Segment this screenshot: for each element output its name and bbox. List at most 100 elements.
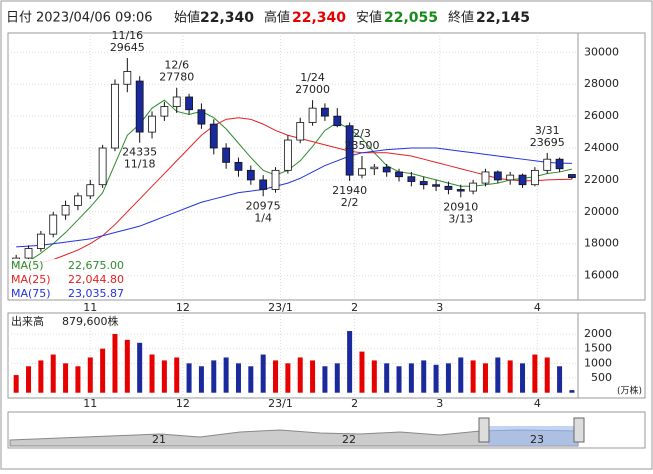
candle-body — [172, 96, 181, 107]
candle-body — [506, 174, 515, 181]
legend-value: 22,044.80 — [68, 273, 124, 286]
close: 22,145 — [476, 10, 530, 26]
volume-bar — [38, 360, 44, 393]
annotation-price: 24335 — [122, 146, 157, 159]
volume-bar — [13, 375, 19, 393]
candle-body — [382, 166, 391, 173]
navigator-handle[interactable] — [573, 417, 585, 443]
volume-bar — [557, 366, 563, 393]
annotation-price: 29645 — [110, 41, 145, 54]
volume-bar — [297, 357, 303, 393]
volume-bar — [445, 363, 451, 393]
candle-body — [283, 139, 292, 171]
candle-body — [456, 189, 465, 192]
annotation-price: 23695 — [530, 136, 565, 149]
ma-line — [16, 117, 572, 269]
candle-body — [407, 176, 416, 182]
legend-value: 22,675.00 — [68, 259, 124, 272]
y-tick-label: 2000 — [584, 327, 612, 340]
y-tick-label: 22000 — [584, 173, 619, 186]
annotation-price: 20910 — [443, 200, 478, 213]
legend-label: MA(75) — [11, 287, 51, 300]
y-tick-label: 18000 — [584, 237, 619, 250]
low: 22,055 — [384, 10, 438, 26]
candle-body — [185, 96, 193, 111]
candle-body — [36, 233, 45, 249]
y-tick-label: 16000 — [584, 269, 619, 282]
volume-bar — [285, 363, 291, 393]
annotation-date: 11/16 — [111, 29, 143, 42]
volume-bar — [384, 363, 390, 393]
navigator-window[interactable] — [488, 426, 578, 446]
navigator-label: 23 — [530, 433, 544, 446]
candle-body — [308, 107, 317, 123]
x-tick-label: 2 — [351, 397, 358, 410]
candle-body — [49, 214, 58, 235]
annotation-price: 27000 — [295, 83, 330, 96]
x-tick-label: 23/1 — [268, 301, 293, 314]
volume-bar — [458, 357, 464, 393]
annotation-date: 2/3 — [353, 127, 371, 140]
candle-body — [259, 179, 268, 190]
volume-bar — [310, 360, 316, 393]
candle-body — [234, 161, 243, 171]
x-tick-label: 2 — [351, 301, 358, 314]
volume-bar — [248, 366, 254, 393]
candle-body — [74, 195, 82, 206]
volume-bar — [75, 366, 81, 393]
close-label: 終値 — [448, 10, 474, 26]
navigator-label: 22 — [342, 433, 356, 446]
annotation-date: 2/2 — [341, 196, 359, 209]
x-tick-label: 11 — [83, 397, 97, 410]
annotation-price: 23500 — [344, 139, 379, 152]
ma-line — [15, 99, 573, 267]
x-tick-label: 11 — [83, 301, 97, 314]
x-tick-label: 23/1 — [268, 397, 293, 410]
candle-body — [123, 71, 132, 85]
x-tick-label: 3 — [436, 397, 443, 410]
candle-body — [246, 169, 255, 181]
high-label: 高値 — [264, 10, 290, 26]
volume-unit: (万株) — [617, 385, 642, 397]
x-tick-label: 3 — [436, 301, 443, 314]
open: 22,340 — [200, 10, 254, 26]
candle-body — [148, 115, 156, 133]
volume-bar — [235, 363, 241, 393]
volume-bar — [137, 342, 143, 393]
legend-label: MA(25) — [11, 273, 51, 286]
low-label: 安値 — [356, 10, 382, 26]
volume-bar — [149, 354, 155, 393]
volume-bar — [186, 363, 192, 393]
navigator-handle[interactable] — [478, 417, 490, 443]
volume-value: 879,600株 — [62, 314, 119, 328]
candle-body — [111, 83, 119, 149]
candle-body — [321, 107, 329, 117]
y-tick-label: 1000 — [584, 356, 612, 369]
x-tick-label: 4 — [534, 397, 541, 410]
volume-bar — [470, 360, 476, 393]
y-tick-label: 30000 — [584, 45, 619, 58]
candle-body — [271, 169, 280, 190]
volume-bar — [63, 363, 69, 393]
volume-bar — [260, 354, 266, 393]
volume-bar — [322, 366, 328, 393]
candle-body — [345, 125, 354, 176]
candle-body — [568, 174, 576, 179]
volume-bar — [161, 360, 167, 393]
date-label: 日付 — [6, 11, 32, 26]
volume-bar — [100, 348, 106, 393]
volume-bar — [482, 363, 488, 393]
candle-body — [518, 174, 527, 186]
x-tick-label: 4 — [534, 301, 541, 314]
candle-body — [395, 171, 403, 178]
candle-body — [493, 171, 502, 181]
date: 2023/04/06 09:06 — [36, 11, 153, 26]
candle-body — [555, 158, 564, 170]
candle-body — [419, 181, 428, 186]
candle-body — [296, 122, 305, 141]
candle-body — [444, 185, 453, 190]
annotation-date: 1/24 — [300, 71, 325, 84]
legend-label: MA(5) — [11, 259, 44, 272]
volume-bar — [569, 390, 575, 393]
